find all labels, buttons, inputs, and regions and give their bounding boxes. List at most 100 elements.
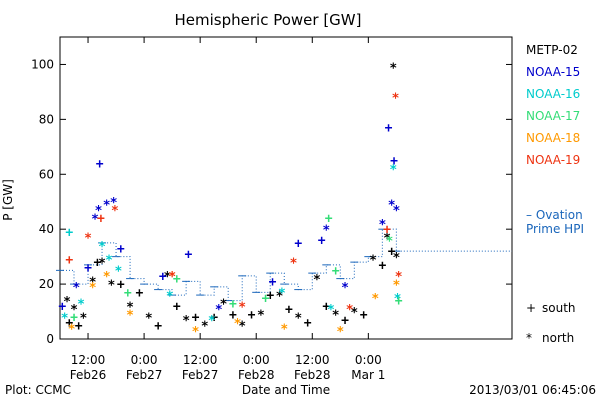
y-tick-label: 80	[39, 112, 54, 126]
data-point-north: *	[63, 295, 71, 310]
data-point-south: +	[70, 311, 78, 326]
data-point-south: +	[304, 316, 312, 331]
x-axis-label: Date and Time	[242, 383, 330, 397]
data-point-north: *	[280, 322, 288, 337]
data-point-south: +	[65, 253, 73, 268]
x-tick-label-date: Mar 1	[351, 368, 385, 382]
data-point-north: *	[192, 325, 200, 340]
data-point-south: +	[390, 154, 398, 169]
data-point-north: *	[369, 254, 377, 269]
legend-north-symbol: *	[526, 331, 532, 345]
data-point-south: +	[332, 264, 340, 279]
data-point-south: +	[159, 269, 167, 284]
data-point-south: +	[173, 300, 181, 315]
data-point-south: +	[93, 256, 101, 271]
data-point-north: *	[388, 199, 396, 214]
chart-title: Hemispheric Power [GW]	[175, 11, 362, 29]
data-point-north: *	[395, 270, 403, 285]
data-point-north: *	[392, 204, 400, 219]
data-point-south: +	[360, 308, 368, 323]
data-point-north: *	[114, 265, 122, 280]
data-point-south: +	[229, 308, 237, 323]
data-point-south: +	[262, 291, 270, 306]
data-point-south: +	[325, 212, 333, 227]
data-point-north: *	[164, 270, 172, 285]
legend-entry: NOAA-18	[526, 131, 580, 145]
data-point-south: +	[173, 272, 181, 287]
data-point-north: *	[105, 254, 113, 269]
data-point-north: *	[91, 212, 99, 227]
y-axis: 0 20 40 60 80 100	[31, 57, 512, 346]
data-point-south: +	[385, 121, 393, 136]
y-tick-label: 100	[31, 57, 54, 71]
data-point-north: *	[234, 317, 242, 332]
data-point-north: *	[389, 163, 397, 178]
data-point-north: *	[238, 300, 246, 315]
data-point-north: *	[385, 234, 393, 249]
data-point-south: +	[294, 236, 302, 251]
data-point-south: +	[248, 308, 256, 323]
data-point-north: *	[98, 240, 106, 255]
data-point-south: +	[266, 289, 274, 304]
data-point-north: *	[95, 204, 103, 219]
data-point-north: *	[72, 281, 80, 296]
x-tick-label-time: 0:00	[243, 353, 270, 367]
x-tick-label-time: 12:00	[183, 353, 218, 367]
data-points-layer: *+*+**+** +*+* +*+* +*+*+*+ *+ *+* +*+* + * +* +*+…	[58, 61, 402, 340]
data-point-south: +	[97, 212, 105, 227]
data-point-north: *	[103, 199, 111, 214]
data-point-south: +	[210, 311, 218, 326]
data-point-north: *	[220, 298, 228, 313]
data-point-north: *	[294, 311, 302, 326]
x-tick-label-time: 12:00	[295, 353, 330, 367]
data-point-north: *	[166, 289, 174, 304]
data-point-south: +	[395, 294, 403, 309]
data-point-north: *	[89, 276, 97, 291]
data-point-north: *	[290, 256, 298, 271]
data-point-south: +	[96, 157, 104, 172]
data-point-north: *	[371, 292, 379, 307]
data-point-south: +	[269, 275, 277, 290]
data-point-south: +	[117, 242, 125, 257]
data-point-north: *	[98, 256, 106, 271]
data-point-north: *	[182, 314, 190, 329]
data-point-north: *	[392, 278, 400, 293]
data-point-south: +	[322, 300, 330, 315]
data-point-north: *	[84, 232, 92, 247]
data-point-north: *	[389, 61, 397, 76]
data-point-south: +	[65, 225, 73, 240]
y-tick-label: 20	[39, 277, 54, 291]
legend: METP-02 NOAA-15 NOAA-16 NOAA-17 NOAA-18 NOAA-…	[526, 43, 580, 167]
data-point-north: *	[79, 311, 87, 326]
x-tick-label-time: 0:00	[355, 353, 382, 367]
y-axis-label: P [GW]	[1, 179, 15, 221]
legend-entry: METP-02	[526, 43, 578, 57]
x-tick-label-date: Feb28	[294, 368, 331, 382]
data-point-north: *	[89, 281, 97, 296]
data-point-north: *	[392, 92, 400, 107]
data-point-south: +	[117, 278, 125, 293]
legend-entry: NOAA-15	[526, 65, 580, 79]
data-point-north: *	[145, 311, 153, 326]
data-point-south: +	[84, 261, 92, 276]
legend-entry: NOAA-19	[526, 153, 580, 167]
x-axis: 12:00Feb260:00Feb2712:00Feb270:00Feb2812…	[70, 37, 385, 382]
data-point-south: +	[75, 319, 83, 334]
legend-ovation-line1: – Ovation	[526, 208, 583, 222]
data-point-south: +	[58, 300, 66, 315]
footer-source: Plot: CCMC	[5, 383, 71, 397]
data-point-north: *	[394, 292, 402, 307]
data-point-north: *	[103, 270, 111, 285]
data-point-north: *	[278, 287, 286, 302]
data-point-north: *	[276, 289, 284, 304]
legend-entry: NOAA-16	[526, 87, 580, 101]
legend-south-symbol: +	[526, 301, 536, 315]
data-point-south: +	[136, 286, 144, 301]
data-point-south: +	[124, 286, 132, 301]
data-point-north: *	[110, 196, 118, 211]
x-tick-label-time: 0:00	[131, 353, 158, 367]
y-tick-label: 60	[39, 167, 54, 181]
data-point-north: *	[168, 270, 176, 285]
data-point-north: *	[215, 303, 223, 318]
